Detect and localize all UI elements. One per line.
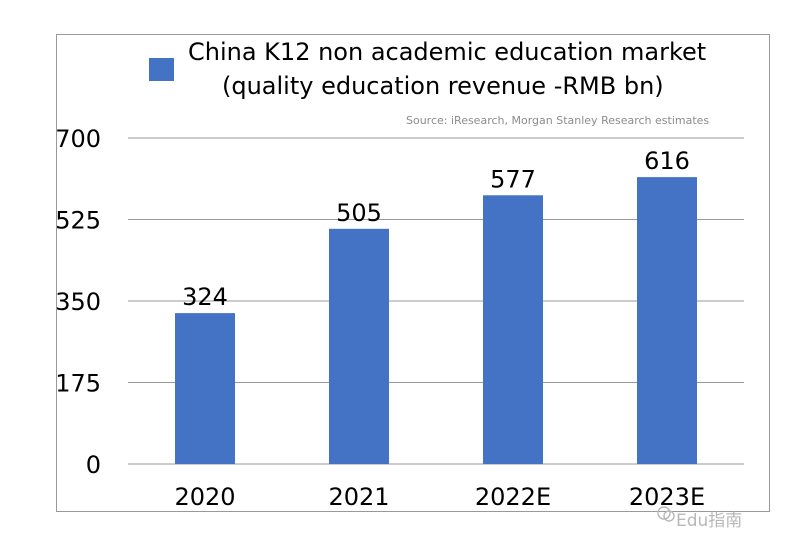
watermark-text: Edu指南 <box>676 511 743 531</box>
y-tick-label-0: 0 <box>86 451 101 479</box>
y-tick-label-350: 350 <box>55 288 101 316</box>
source-note: Source: iResearch, Morgan Stanley Resear… <box>406 114 710 127</box>
x-tick-label-2022E: 2022E <box>475 483 551 511</box>
bar-2021 <box>329 228 389 464</box>
bar-2023E <box>637 177 697 464</box>
data-label-2022E: 577 <box>490 165 536 193</box>
data-label-2021: 505 <box>336 199 382 227</box>
y-tick-label-700: 700 <box>55 125 101 153</box>
bar-2022E <box>483 195 543 465</box>
x-tick-label-2023E: 2023E <box>629 483 705 511</box>
legend-swatch <box>149 58 174 81</box>
chart-frame <box>56 34 770 512</box>
y-tick-label-175: 175 <box>55 370 101 398</box>
chart-title-line-2: (quality education revenue -RMB bn) <box>222 72 664 100</box>
y-tick-label-525: 525 <box>55 207 101 235</box>
chart-title-line-1: China K12 non academic education market <box>188 38 707 66</box>
x-tick-label-2020: 2020 <box>174 483 235 511</box>
wechat-icon <box>657 506 675 522</box>
data-label-2023E: 616 <box>644 147 690 175</box>
x-tick-label-2021: 2021 <box>328 483 389 511</box>
bar-2020 <box>175 313 235 464</box>
data-label-2020: 324 <box>182 283 228 311</box>
